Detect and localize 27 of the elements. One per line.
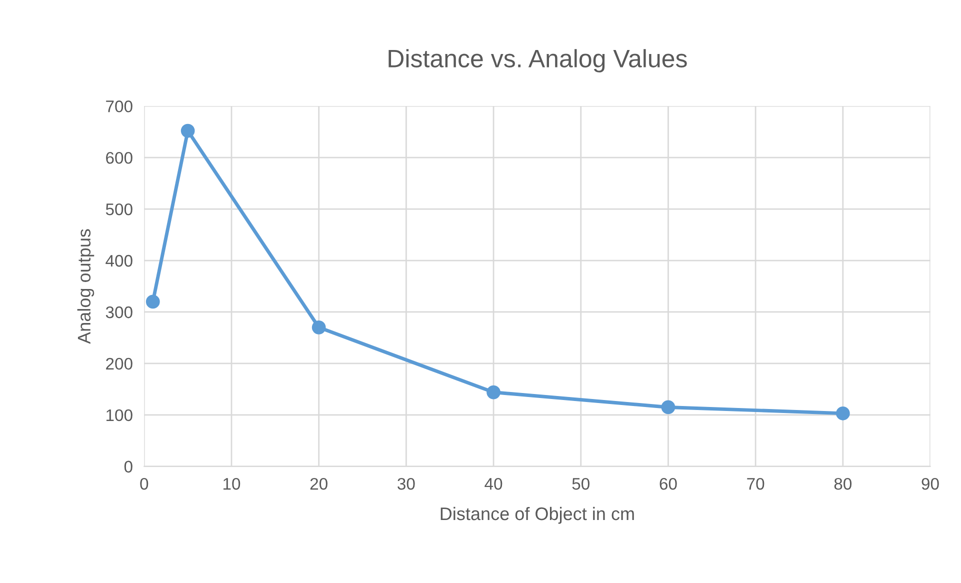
y-axis-title: Analog outpus [77,229,94,344]
y-tick-label: 600 [106,152,132,164]
x-tick-label: 40 [484,478,502,490]
x-axis-title: Distance of Object in cm [440,506,634,524]
y-tick-label: 0 [124,460,132,473]
y-tick-label: 200 [106,358,132,370]
y-tick-label: 500 [106,203,132,216]
point [146,294,160,309]
point [312,320,326,334]
point [486,385,500,400]
x-tick-label: 80 [834,478,852,490]
chart-title: Distance vs. Analog Values [388,49,687,72]
y-tick-label: 300 [106,306,132,318]
x-tick-label: 70 [747,478,764,490]
point [180,124,195,138]
x-tick-label: 60 [660,478,677,490]
x-tick-label: 20 [310,478,328,490]
y-tick-label: 700 [106,100,132,112]
x-tick-label: 90 [922,478,939,490]
x-tick-label: 10 [223,478,240,490]
point [661,400,676,414]
x-tick-label: 50 [572,478,590,490]
y-tick-label: 100 [106,409,132,422]
x-tick-label: 0 [140,478,148,490]
y-tick-label: 400 [106,254,132,267]
point [836,406,850,420]
x-tick-label: 30 [398,478,415,490]
